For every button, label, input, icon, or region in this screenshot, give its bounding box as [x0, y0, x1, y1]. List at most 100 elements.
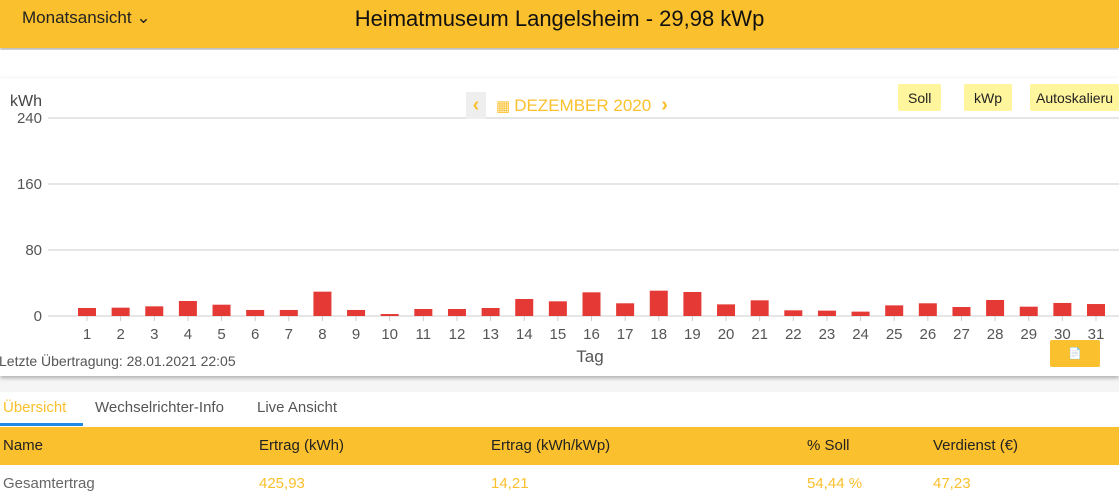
x-tick-label: 31	[1088, 326, 1105, 343]
y-axis-label: kWh	[10, 93, 42, 110]
col-yield: Ertrag (kWh)	[259, 437, 345, 454]
x-tick-label: 13	[482, 326, 499, 343]
cell-earnings: 47,23	[933, 475, 971, 492]
active-tab-indicator	[0, 423, 83, 426]
x-tick-label: 1	[83, 326, 91, 343]
bar-day-24	[851, 311, 870, 316]
x-tick-label: 18	[650, 326, 667, 343]
bar-day-6	[246, 309, 265, 316]
bar-day-2	[111, 307, 130, 316]
cell-yield: 425,93	[259, 475, 305, 492]
chevron-right-icon[interactable]: ›	[661, 94, 668, 116]
bar-day-4	[178, 300, 197, 316]
bar-day-15	[548, 301, 567, 316]
month-label[interactable]: DEZEMBER 2020	[514, 95, 652, 115]
x-tick-label: 3	[150, 326, 158, 343]
bar-day-20	[717, 304, 736, 316]
kwp-toggle[interactable]: kWp	[964, 84, 1012, 111]
bar-day-21	[750, 300, 769, 316]
last-transfer: Letzte Übertragung: 28.01.2021 22:05	[0, 353, 236, 369]
y-tick-label: 160	[17, 176, 42, 193]
x-tick-label: 23	[819, 326, 836, 343]
bar-day-30	[1053, 302, 1072, 316]
col-yield-per-kwp: Ertrag (kWh/kWp)	[491, 437, 611, 454]
x-tick-label: 11	[416, 326, 432, 343]
bar-day-3	[145, 306, 164, 316]
y-tick-label: 80	[25, 242, 42, 259]
x-tick-label: 22	[785, 326, 802, 343]
page-title: Heimatmuseum Langelsheim - 29,98 kWp	[354, 6, 765, 31]
bar-day-10	[380, 314, 399, 316]
bar-day-26	[918, 303, 937, 316]
table-header: Name Ertrag (kWh) Ertrag (kWh/kWp) % Sol…	[0, 427, 1119, 465]
x-tick-label: 9	[352, 326, 360, 343]
bar-day-19	[683, 291, 702, 316]
x-tick-label: 28	[987, 326, 1004, 343]
x-tick-label: 21	[751, 326, 768, 343]
bar-day-31	[1087, 304, 1105, 316]
y-tick-label: 240	[17, 110, 42, 127]
autoscale-toggle[interactable]: Autoskalieru	[1030, 84, 1119, 111]
x-tick-label: 25	[886, 326, 903, 343]
x-tick-label: 5	[217, 326, 225, 343]
x-tick-label: 19	[684, 326, 701, 343]
x-tick-label: 4	[184, 326, 192, 343]
bar-day-22	[784, 310, 803, 316]
bar-day-27	[952, 307, 971, 316]
x-tick-label: 10	[381, 326, 398, 343]
x-tick-label: 6	[251, 326, 259, 343]
col-target-percent: % Soll	[807, 437, 850, 454]
bar-day-16	[582, 292, 601, 316]
x-tick-label: 20	[718, 326, 735, 343]
soll-toggle[interactable]: Soll	[898, 84, 942, 111]
bar-day-17	[616, 303, 635, 316]
table-row: Gesamtertrag 425,93 14,21 54,44 % 47,23	[0, 465, 1119, 500]
x-tick-label: 26	[919, 326, 936, 343]
view-select[interactable]: Monatsansicht ⌄	[22, 8, 151, 27]
x-tick-label: 12	[449, 326, 466, 343]
pdf-export-button[interactable]: 📄	[1050, 340, 1100, 367]
pdf-export-icon: 📄	[1068, 348, 1082, 360]
bar-day-29	[1019, 306, 1038, 316]
spacer	[0, 50, 1119, 78]
x-tick-label: 7	[285, 326, 293, 343]
y-tick-label: 0	[34, 308, 42, 325]
bar-day-14	[515, 299, 534, 316]
x-tick-label: 14	[516, 326, 533, 343]
x-tick-label: 8	[318, 326, 326, 343]
col-name: Name	[3, 437, 44, 454]
tab-live-view[interactable]: Live Ansicht	[257, 399, 338, 416]
bar-day-11	[414, 308, 433, 316]
x-tick-label: 15	[550, 326, 567, 343]
month-nav: ‹ ▦ DEZEMBER 2020 ›	[466, 92, 668, 119]
x-tick-label: 24	[852, 326, 869, 343]
bar-day-25	[885, 305, 904, 316]
cell-target-percent: 54,44 %	[807, 475, 863, 492]
calendar-icon: ▦	[496, 97, 511, 115]
x-tick-label: 29	[1020, 326, 1037, 343]
x-tick-label: 16	[583, 326, 600, 343]
x-axis-label: Tag	[576, 347, 603, 366]
x-tick-label: 27	[953, 326, 970, 343]
x-tick-label: 30	[1054, 326, 1071, 343]
bar-day-28	[986, 299, 1005, 316]
bar-day-7	[279, 309, 298, 316]
tab-overview[interactable]: Übersicht	[3, 399, 67, 416]
col-earnings: Verdienst (€)	[933, 437, 1019, 454]
bar-day-1	[78, 307, 96, 316]
bar-day-12	[447, 308, 466, 316]
bar-day-5	[212, 304, 231, 316]
chevron-left-icon[interactable]: ‹	[466, 92, 486, 119]
x-tick-label: 2	[116, 326, 124, 343]
chart-card	[0, 78, 1119, 376]
bar-day-9	[347, 309, 366, 316]
tab-inverter-info[interactable]: Wechselrichter-Info	[95, 399, 224, 416]
top-bar: Monatsansicht ⌄ Heimatmuseum Langelsheim…	[0, 0, 1119, 48]
bar-day-23	[817, 310, 836, 316]
cell-yield-per-kwp: 14,21	[491, 475, 529, 492]
tab-bar: Übersicht Wechselrichter-Info Live Ansic…	[0, 392, 1119, 427]
cell-name: Gesamtertrag	[3, 475, 95, 492]
bar-day-13	[481, 307, 500, 316]
bar-day-8	[313, 291, 332, 316]
